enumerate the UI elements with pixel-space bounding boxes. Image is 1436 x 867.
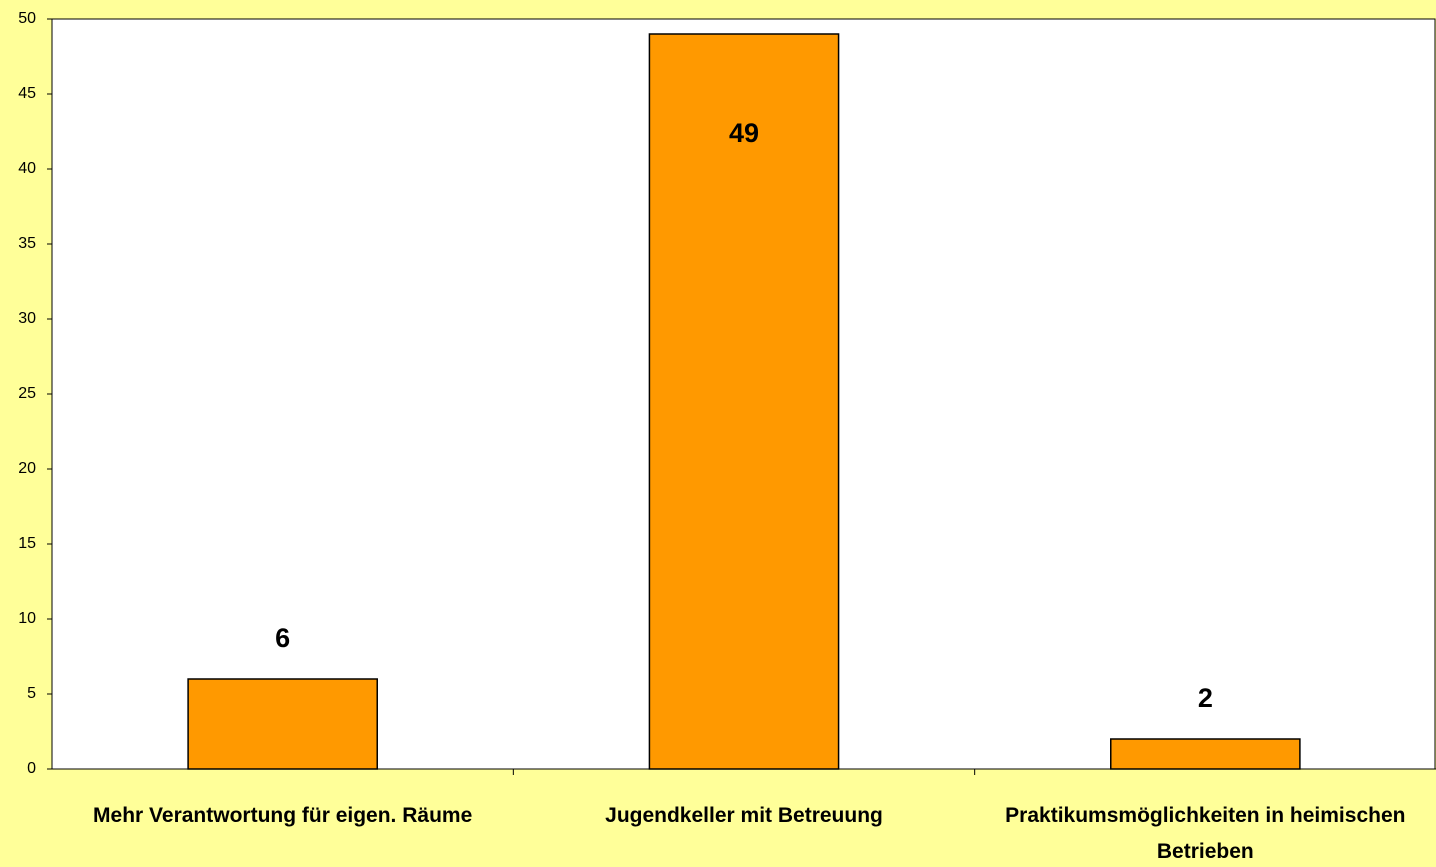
bar [187, 678, 378, 770]
x-tick-label: Praktikumsmöglichkeiten in heimischen Be… [1005, 804, 1406, 863]
bar [648, 33, 840, 770]
y-tick-label: 5 [27, 685, 36, 702]
x-tick-label: Jugendkeller mit Betreuung [605, 804, 883, 827]
y-tick-label: 15 [18, 535, 36, 552]
y-tick-label: 20 [18, 460, 36, 477]
bar [1110, 738, 1301, 770]
data-label: 6 [275, 623, 291, 653]
y-tick-label: 30 [18, 310, 36, 327]
y-tick-label: 40 [18, 160, 36, 177]
y-tick-label: 10 [18, 610, 36, 627]
y-tick-label: 45 [18, 85, 36, 102]
data-label: 2 [1197, 683, 1213, 713]
data-label: 49 [728, 118, 760, 148]
y-tick-label: 25 [18, 385, 36, 402]
x-tick-label: Mehr Verantwortung für eigen. Räume [93, 804, 473, 827]
y-tick-label: 0 [27, 760, 36, 777]
y-tick-label: 35 [18, 235, 36, 252]
y-tick-label: 50 [18, 10, 36, 27]
